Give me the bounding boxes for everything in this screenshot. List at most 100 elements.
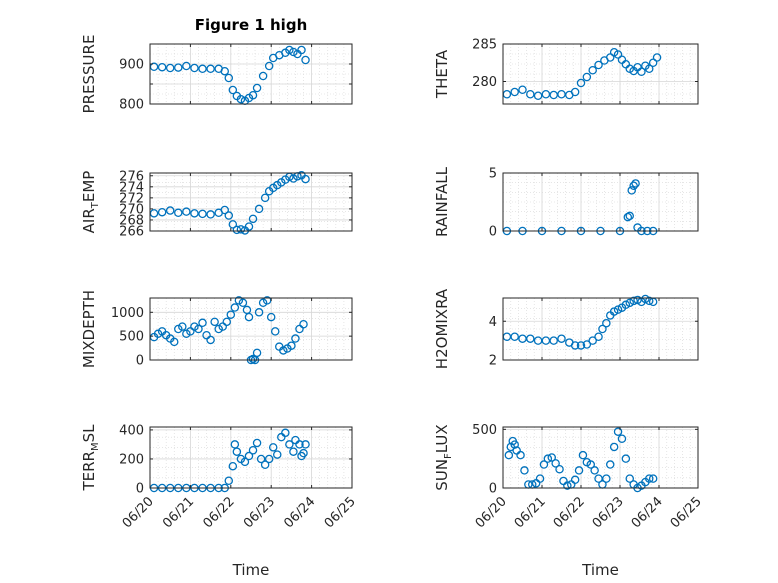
data-point <box>252 83 262 93</box>
data-point <box>637 67 646 77</box>
data-point <box>228 461 238 471</box>
data-point <box>582 340 592 349</box>
data-point <box>549 90 558 100</box>
data-point <box>574 466 584 475</box>
data-point <box>629 296 638 306</box>
data-point <box>526 90 535 99</box>
data-point <box>232 447 242 456</box>
data-point <box>190 209 199 218</box>
data-point <box>613 427 623 436</box>
data-point <box>224 73 234 83</box>
data-point <box>236 94 246 104</box>
data-point <box>551 459 560 468</box>
data-point <box>291 334 300 343</box>
axes-box <box>149 172 353 232</box>
data-point <box>256 454 266 464</box>
y-axis-label-subscript: F <box>443 453 454 459</box>
data-point <box>582 72 592 82</box>
data-point <box>570 341 580 350</box>
data-point <box>287 341 296 350</box>
data-point <box>264 454 274 464</box>
data-point <box>602 318 611 328</box>
y-axis-label: TERRMSL <box>80 424 101 492</box>
data-point <box>198 209 207 219</box>
y-tick-label: 5 <box>489 167 497 182</box>
data-point <box>244 222 254 231</box>
data-point <box>625 474 635 483</box>
data-point <box>248 214 258 224</box>
y-tick-label: 0 <box>136 482 144 497</box>
data-point <box>299 448 308 458</box>
data-point <box>222 317 232 327</box>
data-point <box>289 174 298 183</box>
y-axis-label-rest: SL <box>80 424 98 443</box>
data-point <box>226 310 236 319</box>
y-tick-label: 500 <box>119 330 144 345</box>
data-point <box>228 85 238 95</box>
data-point <box>533 91 543 101</box>
y-axis-label-rest: LUX <box>433 424 451 453</box>
y-tick-label: 270 <box>119 202 144 217</box>
data-point <box>206 210 215 219</box>
data-point <box>520 466 529 475</box>
y-tick-label: 268 <box>119 213 144 228</box>
data-point <box>297 45 306 55</box>
data-point <box>510 440 519 449</box>
data-point <box>645 64 654 74</box>
y-tick-label: 0 <box>489 225 497 240</box>
y-tick-label: 0 <box>136 354 144 369</box>
data-point <box>228 220 238 229</box>
y-axis-label-subscript: T <box>90 201 101 209</box>
data-point <box>557 90 566 99</box>
figure-title: Figure 1 high <box>195 16 308 34</box>
data-point <box>578 450 588 460</box>
data-point <box>539 460 549 469</box>
data-point <box>266 312 276 322</box>
data-point <box>232 225 242 235</box>
subplot-pressure: 800 900 PRESSURE <box>80 35 353 113</box>
data-point <box>230 303 240 312</box>
axes-box <box>502 297 699 361</box>
data-point <box>645 474 654 483</box>
data-point <box>588 336 597 345</box>
y-tick-label: 800 <box>119 98 144 113</box>
data-point <box>301 174 310 184</box>
data-point <box>190 63 199 73</box>
data-point <box>570 475 580 485</box>
axes-box <box>149 426 353 489</box>
data-point <box>543 454 553 463</box>
data-point <box>264 61 274 71</box>
data-point <box>198 64 207 74</box>
y-tick-label: 280 <box>472 75 497 90</box>
data-point <box>598 324 607 334</box>
data-point <box>260 193 270 203</box>
data-point <box>252 438 262 448</box>
data-point <box>625 211 635 221</box>
data-point <box>289 447 298 456</box>
data-point <box>270 327 280 336</box>
data-point <box>240 457 250 467</box>
data-point <box>260 460 270 470</box>
data-point <box>586 460 596 469</box>
data-point <box>555 464 564 474</box>
data-point <box>295 440 304 449</box>
y-tick-label: 1000 <box>111 306 144 321</box>
data-point <box>526 334 535 343</box>
data-point <box>289 47 298 57</box>
data-point <box>518 85 527 95</box>
data-point <box>254 308 264 317</box>
data-point <box>281 428 290 438</box>
data-point <box>157 62 167 72</box>
data-point <box>258 71 268 81</box>
y-tick-label: 400 <box>119 423 144 438</box>
subplot-h2omixra: 2 4 H2OMIXRA <box>433 288 699 369</box>
data-point <box>157 207 167 217</box>
axes-box <box>502 426 699 489</box>
data-point <box>563 481 572 490</box>
data-point <box>648 474 658 483</box>
data-point <box>576 341 586 350</box>
axes-box <box>149 297 353 361</box>
data-point <box>629 181 638 191</box>
